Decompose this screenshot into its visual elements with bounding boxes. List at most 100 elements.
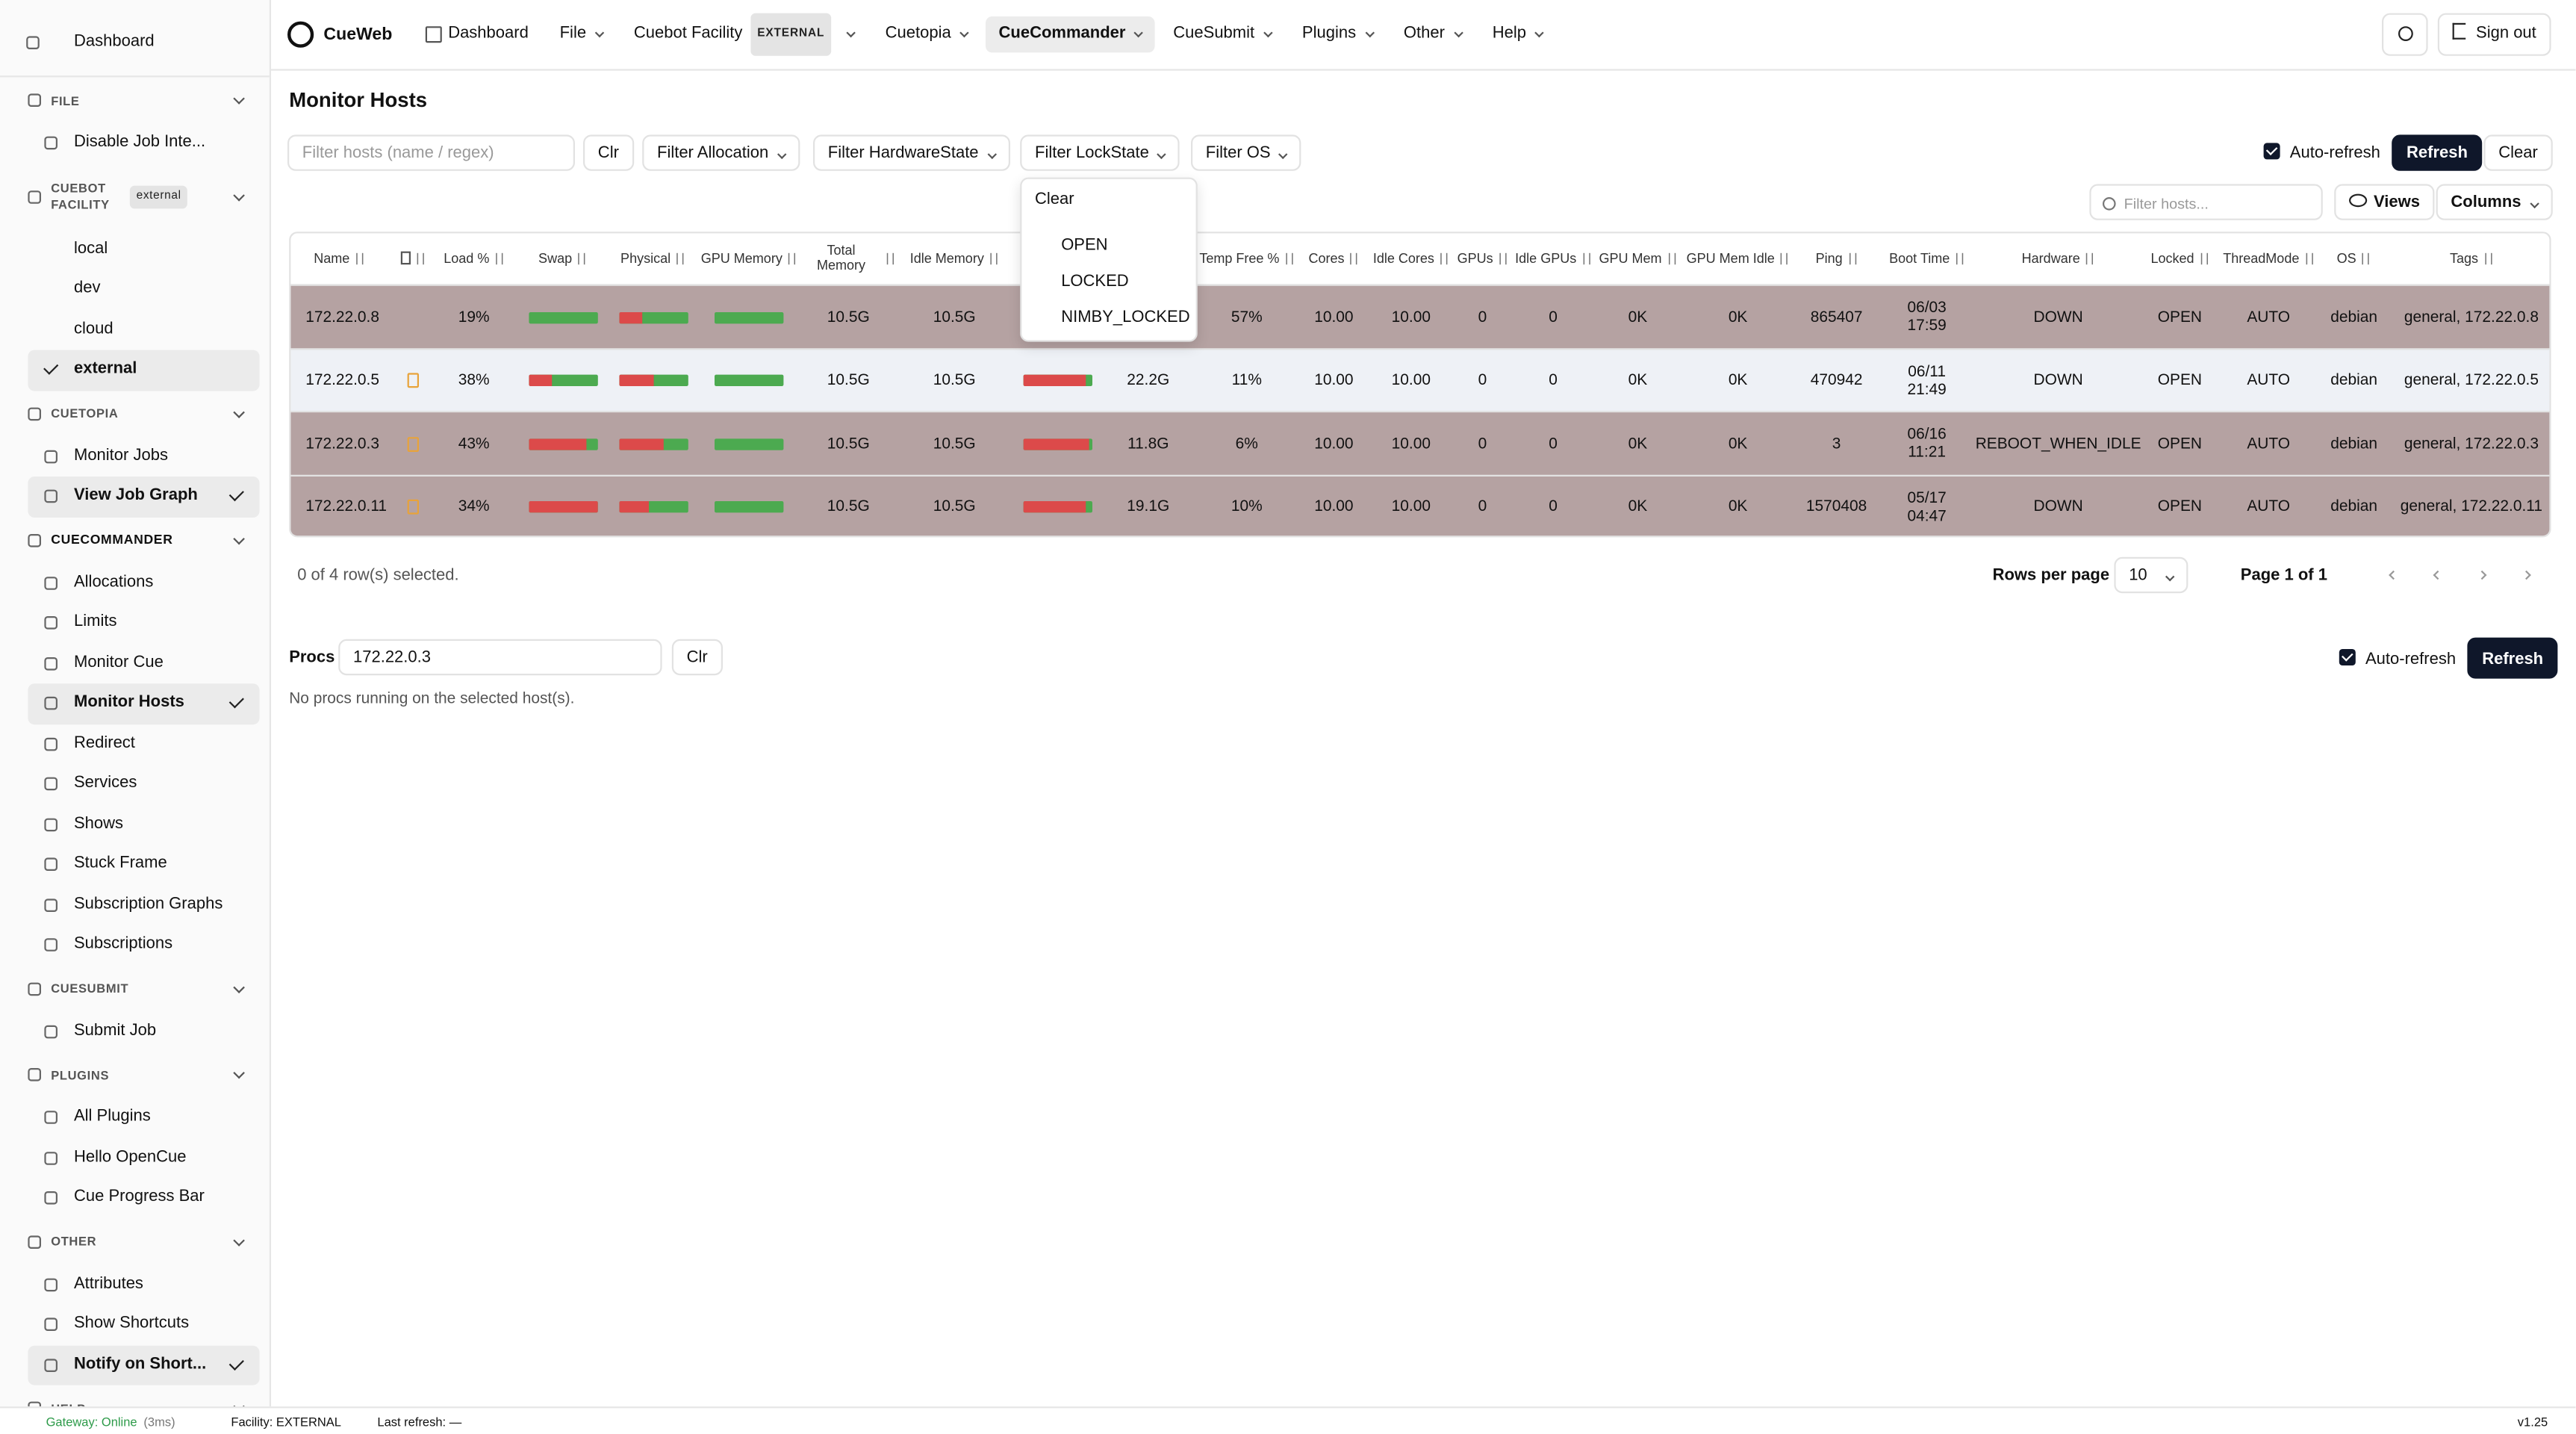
page-nav-button[interactable] xyxy=(2419,556,2453,594)
sidebar-item[interactable]: All Plugins xyxy=(28,1098,259,1138)
dropdown-option[interactable]: OPEN xyxy=(1061,236,1108,255)
column-header[interactable] xyxy=(393,233,432,282)
nav-item[interactable]: CueSubmit xyxy=(1160,16,1284,52)
column-header[interactable]: Ping xyxy=(1796,233,1878,282)
page-nav-button[interactable] xyxy=(2508,556,2542,594)
sidebar-item[interactable]: Stuck Frame xyxy=(28,845,259,885)
column-header[interactable]: OS xyxy=(2318,233,2390,282)
column-header[interactable]: GPU Memory xyxy=(697,233,802,282)
host-filter-input[interactable]: Filter hosts (name / regex) xyxy=(287,134,575,171)
column-header[interactable]: Locked xyxy=(2141,233,2220,282)
table-row[interactable]: 172.22.0.8 19% 10.5G 10.5G 57% 10.00 10.00 0 0 0K… xyxy=(290,284,2550,349)
clr-button[interactable]: Clr xyxy=(583,134,634,171)
filter-button[interactable]: Filter Allocation xyxy=(642,134,800,171)
sidebar-item[interactable]: Monitor Hosts xyxy=(28,683,260,724)
refresh-button[interactable]: Refresh xyxy=(2392,134,2483,171)
column-header[interactable]: Swap xyxy=(516,233,609,282)
nav-item[interactable]: Cuetopia xyxy=(872,16,980,52)
table-cell: OPEN xyxy=(2141,350,2220,412)
column-header[interactable]: Idle Cores xyxy=(1369,233,1454,282)
sidebar-item[interactable]: Show Shortcuts xyxy=(28,1305,259,1345)
column-header[interactable]: ThreadMode xyxy=(2219,233,2318,282)
views-button[interactable]: Views xyxy=(2334,184,2435,220)
procs-auto-refresh[interactable]: Auto-refresh xyxy=(2339,649,2456,668)
nav-item[interactable]: Plugins xyxy=(1289,16,1385,52)
procs-refresh[interactable]: Refresh xyxy=(2467,637,2558,679)
section-header[interactable]: CUESUBMIT xyxy=(0,966,270,1012)
section-header[interactable]: CUECOMMANDER xyxy=(0,517,270,563)
filter-button[interactable]: Filter HardwareState xyxy=(813,134,1010,171)
icon xyxy=(44,136,57,150)
cell-text: 10.5G xyxy=(827,498,870,517)
sidebar-item[interactable]: Subscription Graphs xyxy=(28,885,259,925)
section-header[interactable]: PLUGINS xyxy=(0,1052,270,1098)
column-header[interactable]: Boot Time xyxy=(1878,233,1976,282)
dropdown-option[interactable]: NIMBY_LOCKED xyxy=(1061,308,1190,327)
nav-item[interactable]: Dashboard xyxy=(412,16,542,52)
column-header[interactable]: Temp Free % xyxy=(1194,233,1299,282)
section-header[interactable]: FILE xyxy=(0,77,270,123)
section-header[interactable]: CUETOPIA xyxy=(0,391,270,437)
sidebar-item[interactable]: Redirect xyxy=(28,724,259,764)
cell-text: 0K xyxy=(1728,308,1748,326)
sign-out[interactable]: Sign out xyxy=(2438,13,2551,56)
sidebar-item[interactable]: cloud xyxy=(28,310,259,350)
auto-refresh[interactable]: Auto-refresh xyxy=(2263,143,2380,163)
nav-item[interactable]: Cuebot Facility EXTERNAL xyxy=(620,13,867,56)
sidebar-item[interactable]: Subscriptions xyxy=(28,925,259,966)
sidebar-item[interactable]: Shows xyxy=(28,804,259,845)
column-header[interactable]: Idle GPUs xyxy=(1511,233,1595,282)
page-nav-button[interactable] xyxy=(2375,556,2409,594)
section-header[interactable]: HELP xyxy=(0,1385,270,1407)
host-search[interactable]: Filter hosts... xyxy=(2089,184,2323,220)
sidebar-item[interactable]: Hello OpenCue xyxy=(28,1138,259,1179)
column-header[interactable]: Physical xyxy=(609,233,697,282)
sidebar-item[interactable]: Notify on Short... xyxy=(28,1344,260,1385)
theme-toggle[interactable] xyxy=(2382,13,2429,56)
sidebar-item[interactable]: Services xyxy=(28,764,259,804)
nav-item[interactable]: File xyxy=(547,16,616,52)
clear-button[interactable]: Clear xyxy=(2483,134,2553,171)
procs-clr[interactable]: Clr xyxy=(671,639,723,676)
column-header[interactable]: Idle Memory xyxy=(895,233,1013,282)
sidebar-item[interactable]: Limits xyxy=(28,603,259,643)
page-nav-button[interactable] xyxy=(2464,556,2497,594)
sidebar-item[interactable]: external xyxy=(28,350,260,391)
table-row[interactable]: 172.22.0.3 43% 10.5G 10.5G 11.8G 6% 10.00 10.00… xyxy=(290,411,2550,476)
sidebar-item[interactable]: Attributes xyxy=(28,1264,259,1305)
nav-item[interactable]: Other xyxy=(1390,16,1474,52)
columns-button[interactable]: Columns xyxy=(2436,184,2553,220)
column-header[interactable]: Name xyxy=(290,233,392,282)
sidebar-item[interactable]: Allocations xyxy=(28,563,259,603)
sidebar-item[interactable]: View Job Graph xyxy=(28,477,260,517)
sidebar-item[interactable]: Monitor Cue xyxy=(28,643,259,683)
sidebar-dashboard[interactable]: Dashboard xyxy=(10,23,259,63)
table-row[interactable]: 172.22.0.5 38% 10.5G 10.5G 22.2G 11% 10.00 10.0… xyxy=(290,347,2550,412)
column-header[interactable]: Cores xyxy=(1299,233,1368,282)
sidebar-item[interactable]: Monitor Jobs xyxy=(28,436,259,477)
nav-item[interactable]: CueCommander xyxy=(985,16,1156,53)
procs-host-input[interactable]: 172.22.0.3 xyxy=(338,639,662,676)
table-row[interactable]: 172.22.0.11 34% 10.5G 10.5G 19.1G 10% 10.00 10.… xyxy=(290,474,2550,536)
column-header[interactable]: Tags xyxy=(2390,233,2549,282)
column-header[interactable]: Load % xyxy=(432,233,516,282)
column-header[interactable]: Hardware xyxy=(1976,233,2141,282)
section-header[interactable]: CUEBOT FACILITY external xyxy=(0,164,270,229)
icon xyxy=(44,777,57,791)
nav-item[interactable]: Help xyxy=(1479,16,1555,52)
sidebar-item[interactable]: Submit Job xyxy=(28,1011,259,1052)
rows-per-page-select[interactable]: 10 xyxy=(2114,556,2188,594)
sidebar-item[interactable]: Disable Job Inte... xyxy=(28,123,259,164)
column-header[interactable]: GPU Mem Idle xyxy=(1681,233,1796,282)
section-header[interactable]: OTHER xyxy=(0,1218,270,1264)
dropdown-clear[interactable]: Clear xyxy=(1035,190,1074,209)
column-header[interactable]: GPUs xyxy=(1454,233,1511,282)
dropdown-option[interactable]: LOCKED xyxy=(1061,273,1129,291)
column-header[interactable]: Total Memory xyxy=(802,233,895,282)
filter-button[interactable]: Filter OS xyxy=(1191,134,1302,171)
sidebar-item[interactable]: dev xyxy=(28,270,259,310)
sidebar-item[interactable]: local xyxy=(28,229,259,270)
sidebar-item[interactable]: Cue Progress Bar xyxy=(28,1178,259,1218)
column-header[interactable]: GPU Mem xyxy=(1595,233,1680,282)
filter-button[interactable]: Filter LockState xyxy=(1020,134,1180,171)
